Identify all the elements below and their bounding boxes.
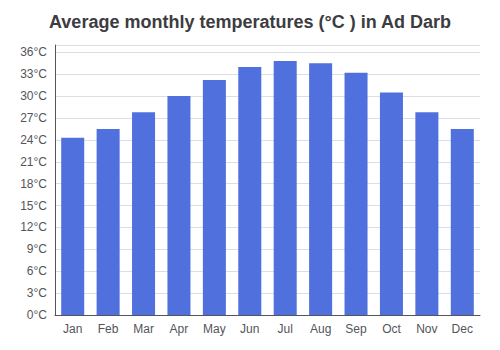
svg-text:Jan: Jan [63, 322, 82, 336]
svg-text:15°C: 15°C [20, 199, 47, 213]
svg-text:May: May [203, 322, 226, 336]
svg-text:36°C: 36°C [20, 45, 47, 59]
svg-text:Feb: Feb [98, 322, 119, 336]
svg-text:Mar: Mar [133, 322, 154, 336]
svg-text:Jul: Jul [278, 322, 293, 336]
svg-text:Nov: Nov [416, 322, 437, 336]
svg-text:Apr: Apr [170, 322, 189, 336]
svg-text:9°C: 9°C [27, 242, 47, 256]
svg-text:27°C: 27°C [20, 111, 47, 125]
svg-text:30°C: 30°C [20, 89, 47, 103]
svg-text:24°C: 24°C [20, 133, 47, 147]
svg-text:Sep: Sep [345, 322, 367, 336]
svg-text:3°C: 3°C [27, 286, 47, 300]
svg-text:18°C: 18°C [20, 177, 47, 191]
svg-text:33°C: 33°C [20, 67, 47, 81]
svg-text:Aug: Aug [310, 322, 331, 336]
svg-text:Jun: Jun [240, 322, 259, 336]
svg-text:6°C: 6°C [27, 264, 47, 278]
svg-text:Average monthly temperatures (: Average monthly temperatures (°C ) in Ad… [49, 12, 451, 32]
svg-text:0°C: 0°C [27, 308, 47, 322]
svg-text:Dec: Dec [452, 322, 473, 336]
svg-text:21°C: 21°C [20, 155, 47, 169]
svg-text:Oct: Oct [382, 322, 401, 336]
svg-text:12°C: 12°C [20, 220, 47, 234]
